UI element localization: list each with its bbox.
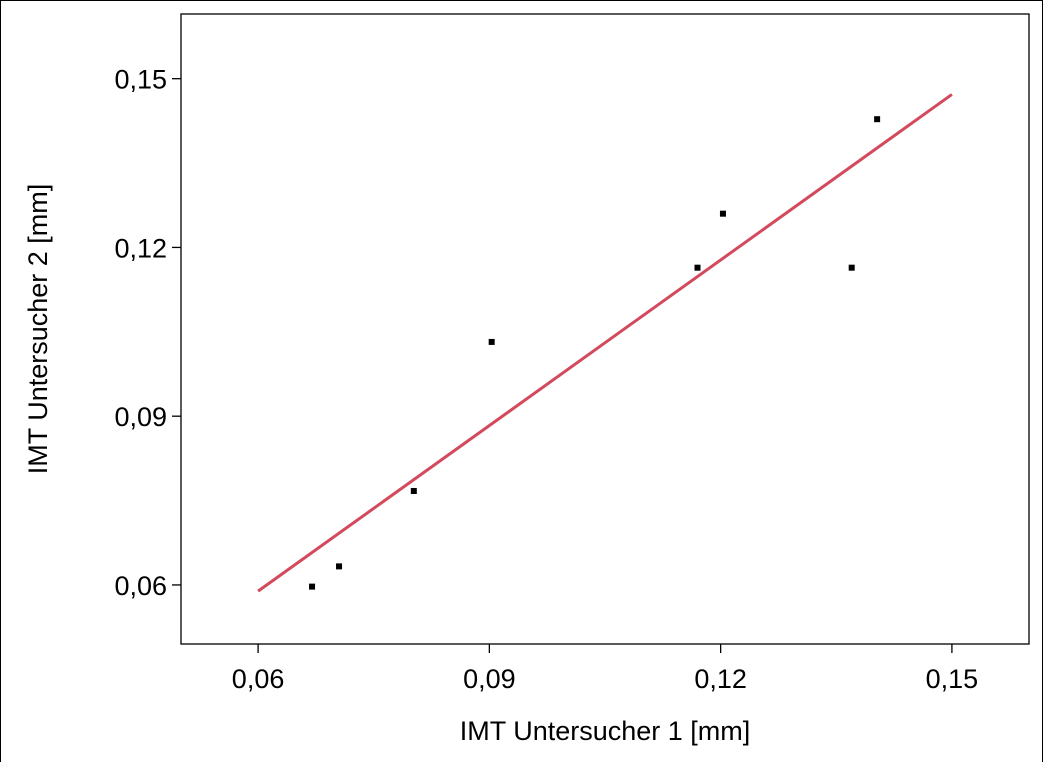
data-point bbox=[874, 116, 881, 123]
y-tick-label: 0,09 bbox=[114, 402, 167, 432]
x-axis-title: IMT Untersucher 1 [mm] bbox=[460, 716, 751, 746]
x-tick-label: 0,15 bbox=[926, 664, 979, 694]
y-tick-label: 0,12 bbox=[114, 233, 167, 263]
data-point bbox=[848, 264, 855, 271]
plot-area-frame bbox=[180, 13, 1030, 645]
y-axis-title: IMT Untersucher 2 [mm] bbox=[23, 184, 53, 475]
y-tick-label: 0,15 bbox=[114, 65, 167, 95]
y-tick-label: 0,06 bbox=[114, 571, 167, 601]
x-tick-label: 0,09 bbox=[463, 664, 516, 694]
data-point bbox=[336, 563, 343, 570]
data-point bbox=[410, 488, 417, 494]
y-axis-ticks: 0,06 0,09 0,12 0,15 bbox=[114, 65, 181, 601]
data-point bbox=[719, 210, 726, 217]
regression-line bbox=[257, 93, 953, 593]
data-point bbox=[309, 583, 316, 590]
x-tick-label: 0,12 bbox=[694, 664, 747, 694]
data-point bbox=[488, 338, 495, 345]
data-points-layer bbox=[309, 116, 881, 590]
x-axis-ticks: 0,06 0,09 0,12 0,15 bbox=[232, 644, 978, 694]
regression-line-layer bbox=[257, 93, 953, 593]
x-tick-label: 0,06 bbox=[232, 664, 285, 694]
data-point bbox=[694, 264, 701, 271]
